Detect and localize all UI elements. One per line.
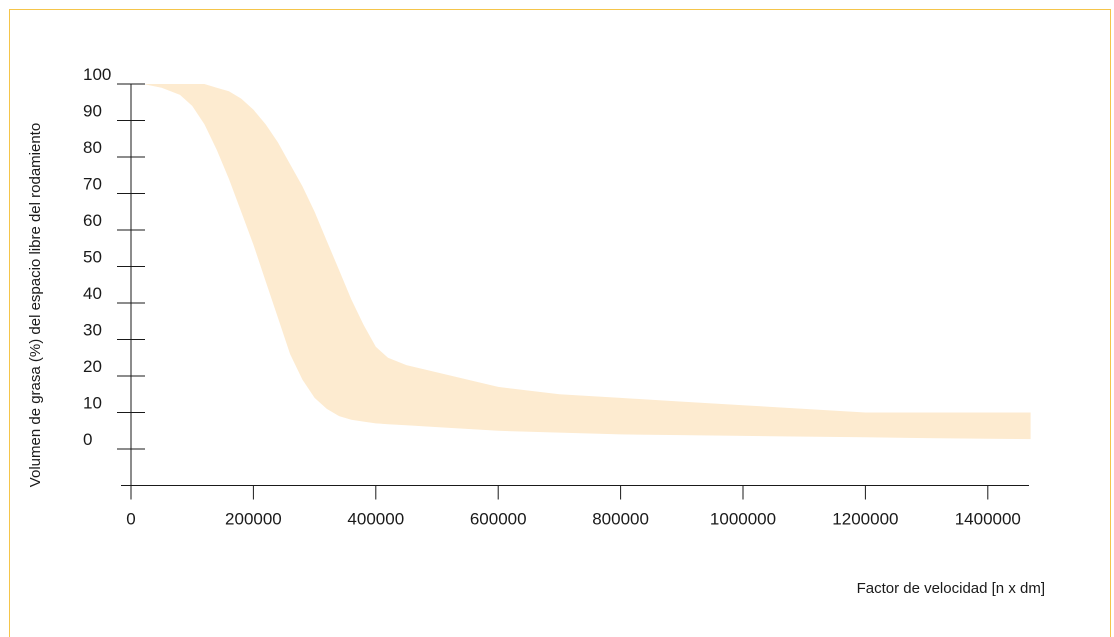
chart-frame (9, 9, 1111, 637)
x-axis-title: Factor de velocidad [n x dm] (857, 580, 1045, 597)
y-tick-label-100: 100 (83, 65, 111, 84)
y-tick-label-40: 40 (83, 284, 102, 303)
grease-volume-band (143, 84, 1031, 440)
y-tick-label-20: 20 (83, 357, 102, 376)
x-tick-label-200000: 200000 (225, 510, 282, 529)
x-tick-label-1200000: 1200000 (832, 510, 898, 529)
x-tick-label-1400000: 1400000 (955, 510, 1021, 529)
y-axis-title: Volumen de grasa (%) del espacio libre d… (27, 123, 44, 487)
y-tick-label-80: 80 (83, 138, 102, 157)
y-tick-label-30: 30 (83, 321, 102, 340)
x-tick-label-400000: 400000 (347, 510, 404, 529)
x-tick-label-800000: 800000 (592, 510, 649, 529)
x-tick-label-1000000: 1000000 (710, 510, 776, 529)
x-tick-label-600000: 600000 (470, 510, 527, 529)
y-tick-label-10: 10 (83, 394, 102, 413)
y-tick-label-0: 0 (83, 430, 92, 449)
x-tick-label-0: 0 (126, 510, 135, 529)
y-tick-label-60: 60 (83, 211, 102, 230)
y-tick-label-50: 50 (83, 248, 102, 267)
y-tick-label-90: 90 (83, 102, 102, 121)
y-tick-label-70: 70 (83, 175, 102, 194)
